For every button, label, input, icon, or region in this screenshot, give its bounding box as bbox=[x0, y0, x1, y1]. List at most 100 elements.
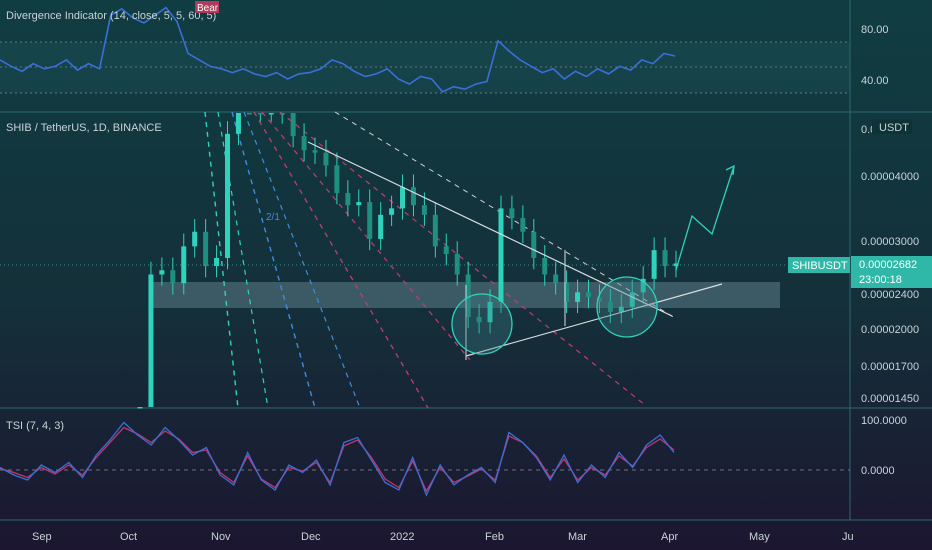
candle bbox=[662, 250, 668, 267]
candle bbox=[575, 292, 581, 302]
candle bbox=[596, 297, 602, 302]
time-label: May bbox=[749, 531, 770, 543]
fib-fan-line bbox=[261, 111, 471, 361]
candle bbox=[564, 283, 570, 302]
candle bbox=[192, 231, 198, 247]
candle bbox=[356, 202, 362, 206]
candle bbox=[509, 208, 515, 219]
price-axis-label: 0.00001450 bbox=[861, 393, 919, 405]
candle bbox=[443, 246, 449, 255]
candle bbox=[465, 274, 471, 317]
candle bbox=[520, 218, 526, 232]
candle bbox=[290, 113, 296, 137]
candle bbox=[279, 113, 285, 115]
price-axis-label: 0.00002400 bbox=[861, 289, 919, 301]
currency-label: USDT bbox=[879, 122, 909, 134]
candle bbox=[542, 257, 548, 275]
price-axis-label: 0.00001700 bbox=[861, 361, 919, 373]
candle bbox=[410, 187, 416, 206]
candle bbox=[531, 231, 537, 258]
time-label: 2022 bbox=[390, 531, 414, 543]
candle bbox=[148, 274, 154, 407]
candle bbox=[214, 257, 220, 267]
support-zone bbox=[150, 282, 780, 308]
candle bbox=[181, 246, 187, 284]
price-tag bbox=[851, 256, 932, 288]
price-tag-value: 0.00002682 bbox=[859, 259, 917, 271]
candle bbox=[454, 254, 460, 275]
countdown-timer: 23:00:18 bbox=[859, 274, 902, 286]
candle bbox=[301, 136, 307, 151]
candle bbox=[389, 208, 395, 215]
symbol-tag-label: SHIBUSDT bbox=[792, 260, 848, 272]
candle bbox=[323, 152, 329, 166]
divergence-title: Divergence Indicator (14, close, 5, 5, 6… bbox=[6, 10, 216, 22]
bottom-circle-2[interactable] bbox=[596, 276, 658, 338]
fib-label: 2/1 bbox=[266, 212, 280, 223]
candle bbox=[400, 187, 406, 209]
fib-fan-line bbox=[279, 111, 646, 406]
candle bbox=[651, 250, 657, 279]
time-label: Feb bbox=[485, 531, 504, 543]
candle bbox=[367, 202, 373, 239]
bear-label: Bear bbox=[197, 3, 219, 14]
tsi-axis-100: 100.0000 bbox=[861, 415, 907, 427]
candle bbox=[246, 113, 252, 115]
time-label: Apr bbox=[661, 531, 678, 543]
time-label: Nov bbox=[211, 531, 231, 543]
candle bbox=[235, 113, 241, 134]
candle bbox=[203, 231, 209, 267]
tsi-line bbox=[0, 421, 675, 497]
candle bbox=[159, 270, 165, 275]
candle bbox=[498, 208, 504, 302]
fib-fan-line bbox=[253, 111, 429, 409]
symbol-title: SHIB / TetherUS, 1D, BINANCE bbox=[6, 122, 162, 134]
fib-fan-line bbox=[334, 111, 676, 319]
projection-arrow-icon bbox=[725, 164, 735, 176]
projection-path[interactable] bbox=[675, 165, 735, 271]
candle bbox=[432, 214, 438, 247]
candle bbox=[618, 306, 624, 312]
fib-fan-line bbox=[231, 111, 316, 409]
candle bbox=[334, 165, 340, 194]
price-axis-label: 0.00002000 bbox=[861, 324, 919, 336]
time-label: Mar bbox=[568, 531, 587, 543]
ascending-trendline[interactable] bbox=[465, 283, 723, 357]
candle bbox=[345, 193, 351, 206]
divergence-panel[interactable]: Divergence Indicator (14, close, 5, 5, 6… bbox=[0, 1, 889, 94]
candle bbox=[476, 316, 482, 323]
currency-box[interactable] bbox=[872, 119, 912, 134]
rsi-band-fill bbox=[0, 42, 850, 93]
candle bbox=[225, 133, 231, 258]
price-panel[interactable]: 2/1 SHIB / TetherUS, 1D, BINANCE 0.0 USD… bbox=[0, 111, 932, 409]
time-label: Sep bbox=[32, 531, 52, 543]
candle bbox=[487, 301, 493, 323]
bear-marker bbox=[195, 1, 219, 13]
price-axis-label: 0.00003000 bbox=[861, 236, 919, 248]
price-axis-label: 0.00004000 bbox=[861, 171, 919, 183]
time-axis[interactable]: Sep Oct Nov Dec 2022 Feb Mar Apr May Ju bbox=[32, 531, 854, 543]
candle bbox=[378, 214, 384, 239]
descending-trendline[interactable] bbox=[307, 141, 673, 317]
tsi-title: TSI (7, 4, 3) bbox=[6, 420, 64, 432]
bottom-circle-1[interactable] bbox=[451, 293, 513, 355]
tsi-axis-0: 0.0000 bbox=[861, 465, 895, 477]
candle bbox=[585, 292, 591, 298]
rsi-line bbox=[0, 6, 676, 93]
candle bbox=[257, 113, 263, 115]
rsi-axis-80: 80.00 bbox=[861, 24, 889, 36]
candle bbox=[312, 150, 318, 153]
candle bbox=[607, 301, 613, 312]
candle bbox=[170, 270, 176, 284]
tsi-panel[interactable]: TSI (7, 4, 3) 100.0000 0.0000 bbox=[0, 415, 907, 497]
fib-fan-line bbox=[243, 111, 361, 409]
time-label: Oct bbox=[120, 531, 137, 543]
candle bbox=[137, 407, 143, 409]
rsi-axis-40: 40.00 bbox=[861, 75, 889, 87]
candle bbox=[553, 274, 559, 284]
candles bbox=[137, 113, 679, 409]
time-label: Dec bbox=[301, 531, 321, 543]
candle bbox=[421, 205, 427, 215]
candle bbox=[268, 113, 274, 115]
